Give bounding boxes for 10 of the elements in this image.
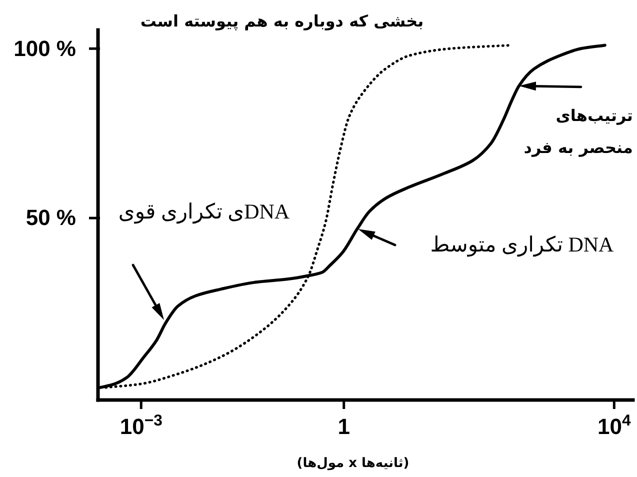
x-tick-label: 1 <box>338 414 350 440</box>
annotation: DNA تکراری متوسط <box>430 232 614 258</box>
y-tick-label: 50 % <box>26 204 76 232</box>
x-label: (ثانیه‌ها x مول‌ها) <box>296 456 410 472</box>
x-tick-label: 10$^{4}$ <box>598 414 631 440</box>
annotation: DNAی تکراری قوی <box>118 199 290 225</box>
title: بخشی که دوباره به هم پیوسته است <box>140 11 424 31</box>
annotation: ترتیب‌های منحصر به فرد <box>522 104 633 159</box>
x-tick-label: 10$^{−3}$ <box>120 414 162 440</box>
y-tick-label: 100 % <box>14 35 76 62</box>
